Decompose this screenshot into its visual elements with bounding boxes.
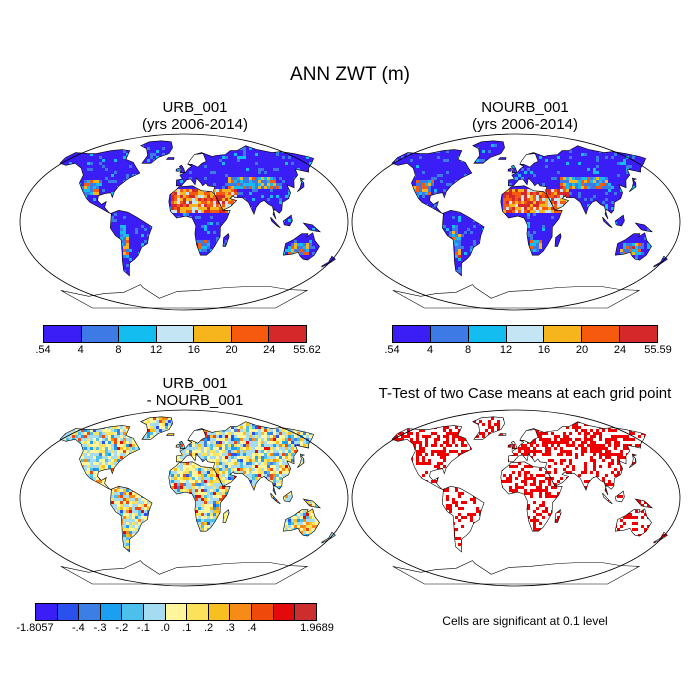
panel-title-diff: URB_001 - NOURB_001 xyxy=(40,375,350,409)
panel-title-diff-line2: - NOURB_001 xyxy=(146,392,244,409)
colorbar-tick-label: .3 xyxy=(225,622,235,634)
colorbar-swatches xyxy=(43,325,307,343)
colorbar-swatches xyxy=(392,325,658,343)
panel-title-nourb: NOURB_001 (yrs 2006-2014) xyxy=(370,99,680,133)
colorbar-swatch xyxy=(100,604,123,620)
colorbar-swatch xyxy=(122,604,145,620)
panel-title-nourb-line1: NOURB_001 xyxy=(481,99,569,116)
colorbar-swatch xyxy=(295,604,316,620)
colorbar-tick-label: -.4 xyxy=(71,622,85,634)
colorbar-swatches xyxy=(35,603,317,621)
colorbar-tick-label: 4 xyxy=(77,344,84,356)
map-border xyxy=(19,133,349,311)
map-nourb xyxy=(351,133,681,311)
colorbar-swatch xyxy=(620,326,658,342)
colorbar-swatch xyxy=(57,604,80,620)
colorbar-swatch xyxy=(544,326,583,342)
panel-title-ttest-line1: T-Test of two Case means at each grid po… xyxy=(378,385,672,402)
colorbar-swatch xyxy=(156,326,195,342)
colorbar-swatch xyxy=(79,604,101,620)
colorbar-swatch xyxy=(231,326,270,342)
panel-title-nourb-line2: (yrs 2006-2014) xyxy=(472,116,578,133)
panel-title-diff-line1: URB_001 xyxy=(162,375,228,392)
significance-note: Cells are significant at 0.1 level xyxy=(442,614,608,628)
colorbar-tick-label: .54 xyxy=(35,344,51,356)
colorbar-swatch xyxy=(468,326,507,342)
colorbar-tick-label: 24 xyxy=(613,344,627,356)
colorbar-swatch xyxy=(208,604,231,620)
colorbar-swatch xyxy=(230,604,253,620)
panel-title-urb: URB_001 (yrs 2006-2014) xyxy=(40,99,350,133)
map-border xyxy=(351,409,681,587)
colorbar-tick-label: 16 xyxy=(187,344,200,356)
colorbar-tick-label: .2 xyxy=(203,622,214,634)
colorbar-tick-label: 12 xyxy=(499,344,513,356)
colorbar-tick-label: 1.9689 xyxy=(300,622,334,634)
coastline xyxy=(391,140,668,309)
colorbar-tick-label: 20 xyxy=(225,344,238,356)
colorbar-tick-label: .4 xyxy=(247,622,257,634)
colorbar-swatch xyxy=(144,604,166,620)
map-ttest xyxy=(351,409,681,587)
colorbar-urb: .54 4 8 12 16 20 24 55.62 xyxy=(35,325,321,356)
colorbar-swatch xyxy=(252,604,274,620)
colorbar-tick-label: 12 xyxy=(150,344,163,356)
colorbar-swatch xyxy=(582,326,621,342)
colorbar-tick-label: -.2 xyxy=(115,622,129,634)
colorbar-swatch xyxy=(119,326,157,342)
coastline xyxy=(59,416,336,585)
colorbar-difference: -1.8057 -.4 -.3 -.2 -.1 .0 .1 .2 .3 .4 1.9689 xyxy=(16,603,334,634)
colorbar-swatch xyxy=(506,326,545,342)
panel-title-ttest: T-Test of two Case means at each grid po… xyxy=(352,385,698,402)
colorbar-swatch xyxy=(81,326,120,342)
colorbar-swatch xyxy=(393,326,431,342)
colorbar-swatch xyxy=(273,604,296,620)
colorbar-tick-label: .54 xyxy=(384,344,400,356)
colorbar-swatch xyxy=(165,604,188,620)
colorbar-swatch xyxy=(269,326,307,342)
colorbar-swatch xyxy=(430,326,469,342)
colorbar-swatch xyxy=(36,604,58,620)
colorbar-tick-label: .1 xyxy=(182,622,192,634)
colorbar-swatch xyxy=(187,604,209,620)
map-difference xyxy=(19,409,349,587)
colorbar-nourb: .54 4 8 12 16 20 24 55.59 xyxy=(384,325,672,356)
figure-title: ANN ZWT (m) xyxy=(290,64,410,85)
map-border xyxy=(351,133,681,311)
map-border xyxy=(19,409,349,587)
colorbar-tick-label: 55.59 xyxy=(644,344,672,356)
colorbar-tick-label: -.1 xyxy=(137,622,150,634)
colorbar-tick-label: 8 xyxy=(115,344,122,356)
colorbar-tick-label: 20 xyxy=(575,344,589,356)
panel-title-urb-line2: (yrs 2006-2014) xyxy=(142,116,248,133)
colorbar-swatch xyxy=(44,326,82,342)
map-urb xyxy=(19,133,349,311)
colorbar-tick-label: 16 xyxy=(537,344,551,356)
panel-title-urb-line1: URB_001 xyxy=(162,99,228,116)
colorbar-tick-label: 4 xyxy=(426,344,434,356)
coastline xyxy=(59,140,336,309)
colorbar-tick-label: 24 xyxy=(263,344,276,356)
colorbar-tick-label: .0 xyxy=(160,622,170,634)
coastline xyxy=(391,416,668,585)
colorbar-tick-label: -.3 xyxy=(93,622,107,634)
colorbar-tick-label: 55.62 xyxy=(293,344,321,356)
colorbar-tick-label: 8 xyxy=(464,344,472,356)
colorbar-tick-label: -1.8057 xyxy=(16,622,54,634)
colorbar-swatch xyxy=(194,326,232,342)
